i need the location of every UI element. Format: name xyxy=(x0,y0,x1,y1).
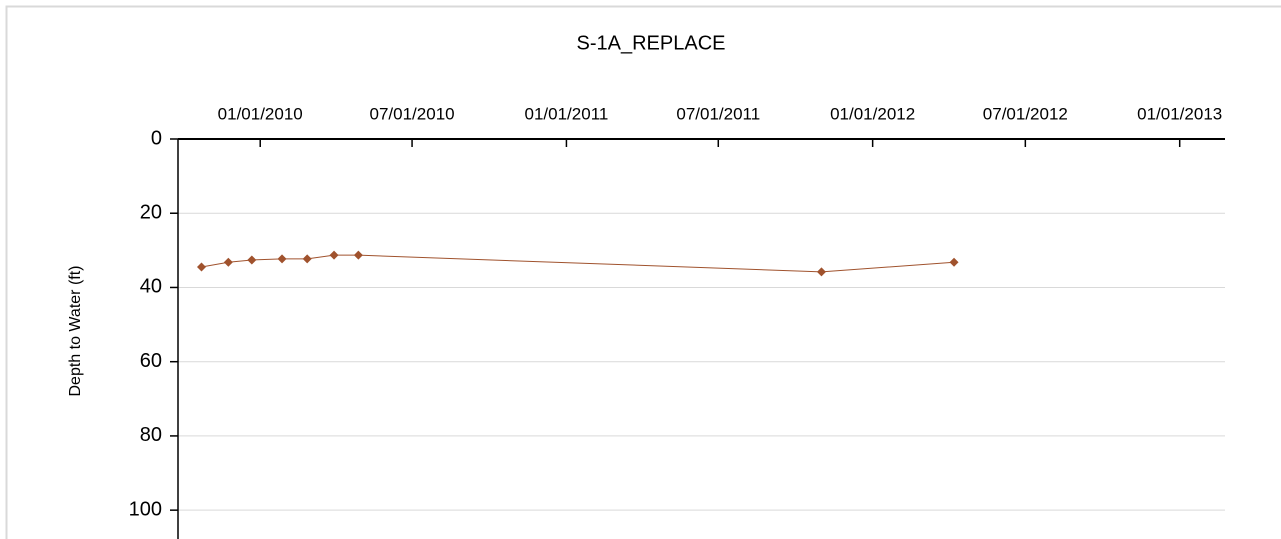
data-point xyxy=(196,262,206,272)
data-point xyxy=(277,254,287,264)
y-axis-label: Depth to Water (ft) xyxy=(67,266,84,397)
data-point xyxy=(302,254,312,264)
data-point xyxy=(223,257,233,267)
x-tick-label: 01/01/2010 xyxy=(218,104,303,123)
data-point xyxy=(816,267,826,277)
y-tick-label: 20 xyxy=(140,202,162,224)
y-tick-label: 0 xyxy=(151,127,162,149)
x-tick-label: 07/01/2010 xyxy=(370,104,455,123)
data-point xyxy=(353,250,363,260)
x-tick-label: 01/01/2013 xyxy=(1137,104,1222,123)
x-tick-label: 07/01/2011 xyxy=(676,104,760,123)
y-tick-label: 60 xyxy=(140,350,162,372)
y-tick-label: 80 xyxy=(140,424,162,446)
data-point xyxy=(329,250,339,260)
chart-title: S-1A_REPLACE xyxy=(577,32,726,54)
data-point xyxy=(949,257,959,267)
x-tick-label: 01/01/2012 xyxy=(830,104,915,123)
y-tick-label: 100 xyxy=(129,498,162,520)
frame xyxy=(5,5,1281,539)
data-point xyxy=(247,255,257,265)
x-tick-label: 07/01/2012 xyxy=(983,104,1068,123)
x-tick-label: 01/01/2011 xyxy=(525,104,609,123)
y-tick-label: 40 xyxy=(140,276,162,298)
